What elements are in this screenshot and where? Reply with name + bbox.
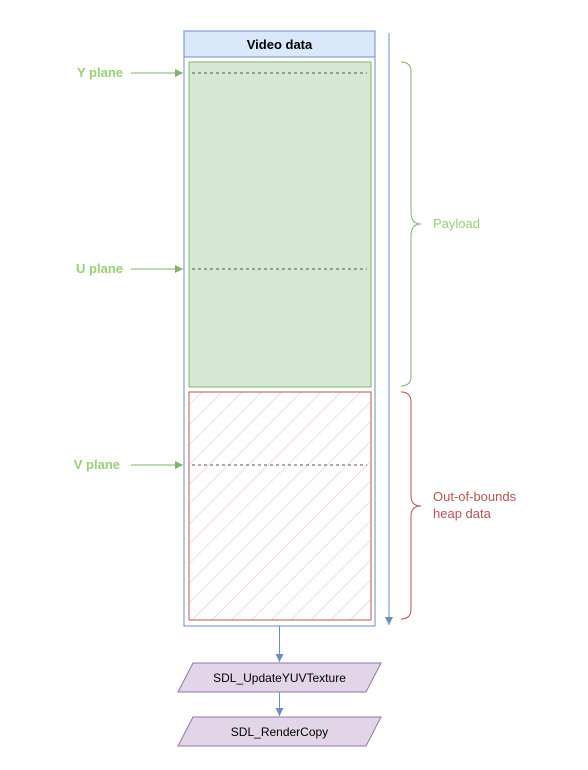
y-plane-label: Y plane bbox=[77, 65, 123, 80]
out-of-bounds-label-line2: heap data bbox=[433, 506, 492, 521]
video-data-title: Video data bbox=[247, 37, 313, 52]
update-texture-step bbox=[177, 662, 382, 693]
u-plane-label: U plane bbox=[76, 261, 123, 276]
payload-region bbox=[188, 61, 372, 388]
out-of-bounds-region bbox=[188, 391, 372, 621]
render-copy-step bbox=[177, 716, 382, 747]
payload-brace bbox=[400, 61, 422, 387]
render-copy-label: SDL_RenderCopy bbox=[231, 725, 328, 739]
out-of-bounds-label-line1: Out-of-bounds bbox=[433, 489, 517, 504]
out-of-bounds-brace bbox=[400, 391, 422, 620]
payload-label: Payload bbox=[433, 216, 480, 231]
update-texture-label: SDL_UpdateYUVTexture bbox=[213, 671, 346, 685]
video-data-header bbox=[183, 30, 376, 58]
v-plane-label: V plane bbox=[74, 457, 120, 472]
